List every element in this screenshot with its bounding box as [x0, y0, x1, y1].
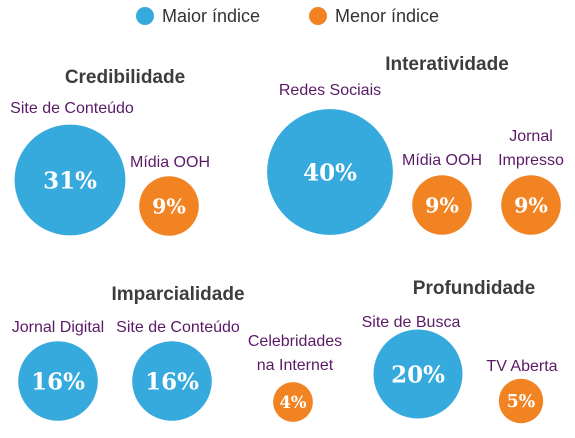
bubble-site-de-busca [373, 329, 463, 419]
group-credibilidade: Credibilidade 31% Site de Conteúdo 9% Mídia … [10, 67, 210, 236]
group-imparcialidade: Imparcialidade 16% Jornal Digital 16% Site d… [12, 284, 342, 422]
bubble-mídia-ooh [412, 175, 472, 235]
group-title: Credibilidade [65, 67, 185, 88]
category-label: Mídia OOH [130, 154, 210, 171]
bubble-celebridades-na-internet [273, 382, 313, 422]
category-label: Celebridades na Internet [248, 333, 342, 374]
group-interatividade: Interatividade 40% Redes Sociais 9% Mídia OO… [267, 54, 564, 235]
value-label: 4% [280, 393, 307, 412]
category-label: Site de Conteúdo [10, 100, 134, 117]
value-label: 16% [145, 368, 199, 395]
category-label: TV Aberta [486, 358, 557, 375]
value-label: 9% [425, 193, 459, 217]
category-label: Mídia OOH [402, 152, 482, 169]
value-label: 5% [507, 392, 535, 412]
category-label: Redes Sociais [279, 82, 381, 99]
group-title: Profundidade [413, 278, 535, 299]
legend-swatch-0 [136, 7, 154, 25]
group-profundidade: Profundidade 20% Site de Busca 5% TV Aberta [362, 278, 558, 424]
value-label: 31% [43, 167, 97, 194]
group-title: Imparcialidade [111, 284, 244, 305]
value-label: 20% [391, 361, 445, 388]
category-label: Jornal Digital [12, 319, 104, 336]
category-label: Jornal Impresso [498, 128, 564, 169]
group-title: Interatividade [385, 54, 509, 75]
legend-label-0: Maior índice [162, 6, 260, 26]
category-label: Site de Busca [362, 314, 461, 331]
bubble-site-de-conteúdo [132, 341, 212, 421]
bubble-site-de-conteúdo [14, 124, 126, 236]
bubble-jornal-impresso [501, 175, 561, 235]
legend-swatch-1 [309, 7, 327, 25]
bubble-mídia-ooh [139, 176, 199, 236]
legend-label-1: Menor índice [335, 6, 439, 26]
chart-groups: Credibilidade 31% Site de Conteúdo 9% Mídia … [10, 54, 564, 424]
value-label: 9% [514, 193, 548, 217]
legend: Maior índice Menor índice [136, 6, 439, 26]
value-label: 40% [303, 159, 357, 186]
value-label: 16% [31, 368, 85, 395]
bubble-jornal-digital [18, 341, 98, 421]
bubble-redes-sociais [267, 109, 393, 235]
category-label: Site de Conteúdo [116, 319, 240, 336]
bubble-tv-aberta [498, 378, 544, 424]
value-label: 9% [152, 194, 186, 218]
